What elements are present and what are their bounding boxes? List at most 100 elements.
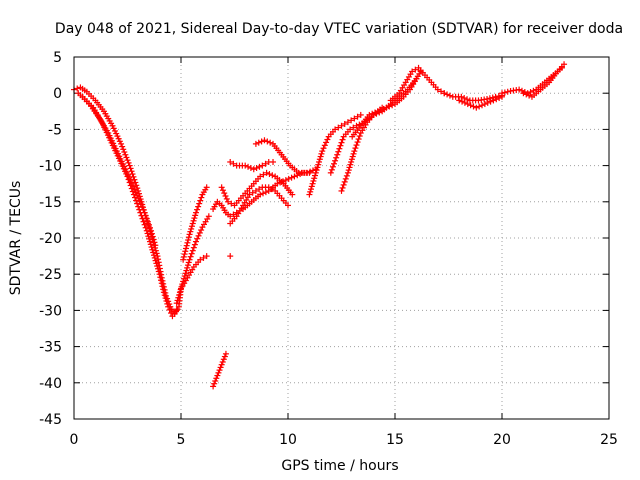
data-point: [338, 139, 345, 146]
data-point: [366, 111, 373, 118]
data-point: [130, 173, 137, 180]
data-point: [357, 111, 364, 118]
data-point: [383, 104, 390, 111]
data-point: [253, 165, 260, 172]
data-point: [203, 184, 210, 191]
data-point: [148, 230, 155, 237]
data-point: [182, 248, 189, 255]
series-arc-f: [180, 184, 210, 263]
series-arc-t: [499, 64, 565, 97]
y-tick-label: -25: [39, 267, 62, 283]
data-point: [186, 256, 193, 263]
data-point: [139, 203, 146, 210]
data-point: [256, 163, 263, 170]
data-point: [223, 195, 230, 202]
data-point: [438, 88, 445, 95]
y-tick-label: -35: [39, 340, 62, 356]
data-point: [264, 138, 271, 145]
data-point: [146, 238, 153, 245]
data-point: [177, 286, 184, 293]
data-point: [132, 179, 139, 186]
data-point: [309, 180, 316, 187]
data-point: [184, 239, 191, 246]
data-point: [141, 209, 148, 216]
data-point: [314, 164, 321, 171]
series-arc-h: [218, 169, 296, 209]
data-point: [354, 139, 361, 146]
data-point: [150, 252, 157, 259]
series-arc-c: [79, 93, 159, 249]
x-tick-label: 15: [386, 432, 404, 448]
data-point: [256, 186, 263, 193]
data-point: [490, 97, 497, 104]
data-point: [160, 286, 167, 293]
data-point: [182, 270, 189, 277]
data-point: [312, 169, 319, 176]
data-point: [561, 61, 568, 68]
x-tick-labels: 0 5 10 15 20 25: [70, 432, 618, 448]
data-point: [147, 241, 154, 248]
data-point: [261, 137, 268, 144]
data-point: [230, 211, 237, 218]
y-tick-label: 5: [53, 50, 62, 66]
data-point: [122, 166, 129, 173]
data-point: [289, 191, 296, 198]
data-point: [369, 110, 376, 117]
data-point: [341, 178, 348, 185]
data-point: [331, 160, 338, 167]
x-tick-label: 10: [279, 432, 297, 448]
data-point: [473, 104, 480, 111]
grid: [74, 57, 609, 419]
data-point: [269, 172, 276, 179]
data-point: [334, 151, 341, 158]
data-point: [140, 206, 147, 213]
series-arc-l: [210, 350, 229, 390]
data-point: [345, 167, 352, 174]
data-point: [176, 289, 183, 296]
data-point: [255, 139, 262, 146]
data-point: [173, 300, 180, 307]
data-point: [516, 86, 523, 93]
data-point: [158, 277, 165, 284]
data-point: [145, 221, 152, 228]
data-point: [183, 242, 190, 249]
data-point: [441, 90, 448, 97]
data-point: [126, 174, 133, 181]
data-point: [221, 353, 228, 360]
data-point: [320, 145, 327, 152]
data-point: [313, 167, 320, 174]
data-point: [338, 187, 345, 194]
data-point: [153, 260, 160, 267]
data-point: [307, 188, 314, 195]
data-point: [501, 89, 508, 96]
data-point: [297, 171, 304, 178]
data-point: [446, 92, 453, 99]
data-point: [122, 151, 129, 158]
data-point: [156, 271, 163, 278]
data-point: [220, 356, 227, 363]
data-point: [144, 218, 151, 225]
series-arc-q: [387, 64, 448, 104]
data-point: [351, 148, 358, 155]
data-point: [333, 154, 340, 161]
data-point: [318, 150, 325, 157]
data-point: [133, 192, 140, 199]
data-point: [260, 190, 267, 197]
data-point: [192, 212, 199, 219]
data-point: [211, 380, 218, 387]
data-point: [340, 181, 347, 188]
data-point: [130, 183, 137, 190]
y-tick-label: -15: [39, 195, 62, 211]
data-point: [520, 90, 527, 97]
data-point: [335, 148, 342, 155]
data-point: [347, 161, 354, 168]
series-arc-a: [71, 84, 184, 318]
y-tick-label: 0: [53, 86, 62, 102]
data-point: [136, 198, 143, 205]
data-point: [282, 177, 289, 184]
data-point: [380, 105, 387, 112]
y-tick-label: -30: [39, 303, 62, 319]
data-point: [250, 166, 257, 173]
data-point: [329, 163, 336, 170]
